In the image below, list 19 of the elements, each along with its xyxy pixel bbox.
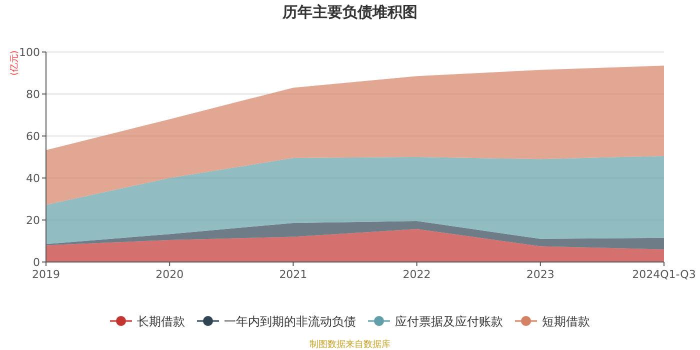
y-tick-label: 0 bbox=[33, 256, 40, 269]
x-tick-label: 2019 bbox=[32, 268, 60, 281]
x-tick-label: 2024Q1-Q3 bbox=[632, 268, 696, 281]
y-axis-title: (亿元) bbox=[9, 50, 20, 76]
legend-label: 一年内到期的非流动负债 bbox=[224, 314, 356, 328]
y-tick-label: 40 bbox=[26, 172, 40, 185]
y-tick-label: 20 bbox=[26, 214, 40, 227]
x-tick-label: 2021 bbox=[279, 268, 308, 281]
legend-label: 长期借款 bbox=[137, 314, 185, 328]
x-tick-label: 2022 bbox=[402, 268, 431, 281]
text: 制图数据来自数据库 bbox=[310, 339, 390, 350]
y-tick-label: 80 bbox=[26, 88, 40, 101]
legend-label: 应付票据及应付账款 bbox=[395, 314, 503, 328]
chart-title: 历年主要负债堆积图 bbox=[282, 3, 418, 21]
legend-label: 短期借款 bbox=[542, 314, 590, 328]
y-tick-label: 60 bbox=[26, 130, 40, 143]
y-tick-label: 100 bbox=[19, 46, 40, 59]
x-tick-label: 2023 bbox=[526, 268, 554, 281]
x-tick-label: 2020 bbox=[156, 268, 184, 281]
